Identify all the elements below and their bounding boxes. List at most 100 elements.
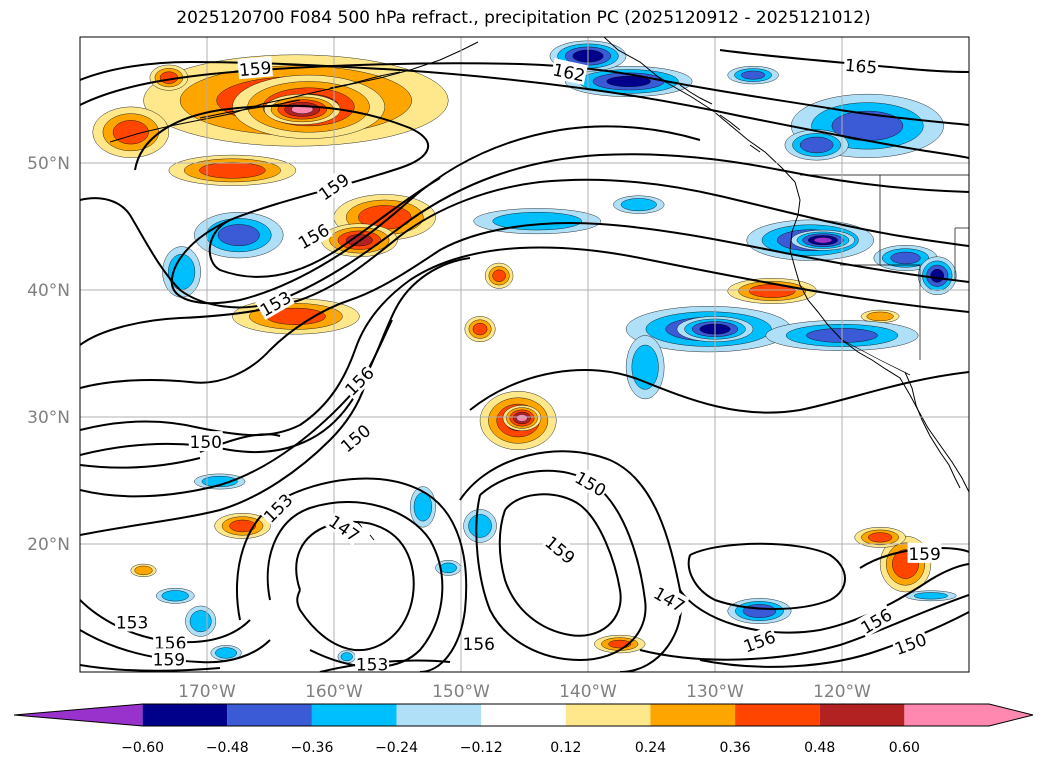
plot-frame xyxy=(79,36,970,673)
contour-label: 159 xyxy=(238,58,272,81)
contour-label: 153 xyxy=(356,655,388,675)
negative-precip-area xyxy=(799,136,834,154)
contour-label-bg xyxy=(550,58,588,85)
contour-label-bg xyxy=(571,466,611,501)
negative-precip-area xyxy=(606,75,651,87)
negative-precip-area xyxy=(189,610,212,633)
lat-tick: 20°N xyxy=(27,535,70,555)
negative-precip-area xyxy=(890,251,921,265)
contour-label: 156 xyxy=(741,628,778,658)
contour-label-bg xyxy=(856,603,896,638)
contour-150-a xyxy=(80,246,969,437)
contour-label-bg xyxy=(355,653,390,672)
contour-label-bg xyxy=(313,168,354,204)
colorbar-segment xyxy=(650,704,736,726)
contour-156-b xyxy=(208,177,441,278)
contour-south-c xyxy=(80,664,221,672)
positive-precip-area xyxy=(516,414,528,422)
colorbar-segment xyxy=(904,704,1033,726)
contour-label: 147 xyxy=(650,584,688,618)
contour-159-loop xyxy=(134,104,701,305)
negative-precip-area xyxy=(439,562,457,574)
lon-tick: 170°W xyxy=(178,682,236,702)
positive-precip-area xyxy=(134,565,153,576)
contour-label: 156 xyxy=(858,605,896,639)
political-borders xyxy=(800,174,969,376)
contour-153-b xyxy=(80,222,969,389)
contour-label: 159 xyxy=(541,533,579,569)
lat-tick: 30°N xyxy=(27,408,70,428)
contour-label-bg xyxy=(188,431,223,452)
contour-label: 150 xyxy=(571,468,609,502)
contour-150-loop xyxy=(266,501,444,668)
negative-precip-area xyxy=(201,475,238,488)
contour-153-low xyxy=(459,450,683,672)
colorbar-label: 0.48 xyxy=(804,740,835,756)
negative-precip-area xyxy=(161,590,189,602)
contour-label-bg xyxy=(335,418,375,457)
colorbar-outline xyxy=(13,703,1034,727)
contour-label: 150 xyxy=(892,630,929,660)
contour-label-bg xyxy=(237,56,273,80)
bc-islands xyxy=(679,84,761,153)
negative-precip-area xyxy=(742,604,777,618)
contour-150-low xyxy=(469,369,969,414)
contour-label: 165 xyxy=(844,56,878,79)
contour-label-bg xyxy=(739,625,779,656)
colorbar-segment xyxy=(227,704,312,726)
contour-label-bg xyxy=(153,631,188,652)
contour-label-bg xyxy=(293,218,333,253)
lat-tick: 50°N xyxy=(27,154,70,174)
contour-150-c xyxy=(80,257,471,456)
precipitation-fill xyxy=(92,40,957,664)
colorbar-label: 0.60 xyxy=(889,740,920,756)
contour-label-bg xyxy=(890,627,930,659)
negative-precip-area xyxy=(468,514,492,538)
colorbar-segment xyxy=(565,704,651,726)
longitude-ticks: 170°W 160°W 150°W 140°W 130°W 120°W xyxy=(178,682,871,702)
contour-label: 147 xyxy=(325,512,363,547)
colorbar-label: −0.24 xyxy=(375,740,418,756)
colorbar-segment xyxy=(819,704,905,726)
lat-tick: 40°N xyxy=(27,281,70,301)
positive-precip-area xyxy=(492,269,506,282)
contour-south-b xyxy=(80,629,271,664)
colorbar-label: 0.36 xyxy=(720,740,751,756)
contour-label-bg xyxy=(339,361,378,400)
contour-147-east xyxy=(687,542,846,610)
colorbar-segment xyxy=(735,704,820,726)
chart-title: 2025120700 F084 500 hPa refract., precip… xyxy=(176,8,871,28)
baja-peninsula-coast xyxy=(904,371,961,489)
colorbar xyxy=(13,703,1034,727)
contour-147-low xyxy=(498,493,622,637)
colorbar-labels: −0.60 −0.48 −0.36 −0.24 −0.12 0.12 0.24 … xyxy=(121,740,920,756)
contour-label-bg xyxy=(258,488,297,527)
contour-153-loop xyxy=(236,477,468,672)
colorbar-segment xyxy=(14,704,143,726)
negative-precip-area xyxy=(620,198,657,212)
contour-150-east xyxy=(679,563,969,634)
lon-tick: 150°W xyxy=(432,682,490,702)
contour-156-a xyxy=(80,153,969,309)
colorbar-segment xyxy=(142,704,228,726)
colorbar-label: −0.48 xyxy=(206,740,249,756)
lon-tick: 130°W xyxy=(686,682,744,702)
contour-label: 156 xyxy=(463,635,495,655)
negative-precip-area xyxy=(741,70,766,80)
latitude-ticks: 50°N 40°N 30°N 20°N xyxy=(27,154,70,555)
contour-label-bg xyxy=(255,285,295,320)
positive-precip-area xyxy=(868,532,893,543)
contour-label: 159 xyxy=(153,650,185,670)
colorbar-segment xyxy=(311,704,397,726)
contour-159-upper xyxy=(80,60,969,159)
colorbar-label: −0.12 xyxy=(460,740,503,756)
contour-label-bg xyxy=(151,648,186,669)
colorbar-label: −0.60 xyxy=(121,740,164,756)
positive-precip-area xyxy=(199,162,266,179)
positive-precip-area xyxy=(229,519,256,533)
contour-147-loop xyxy=(295,520,415,651)
lon-tick: 140°W xyxy=(559,682,617,702)
contour-label: 153 xyxy=(116,613,148,633)
aleutian-coast xyxy=(109,41,479,143)
